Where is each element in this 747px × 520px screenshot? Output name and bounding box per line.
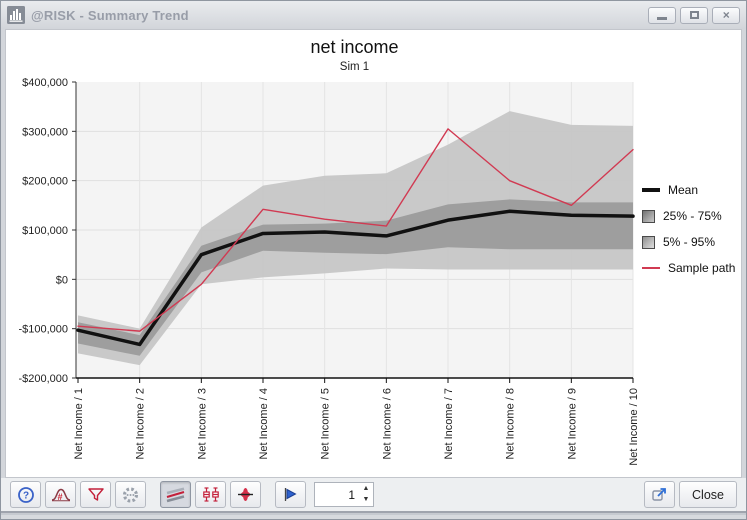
close-icon: × bbox=[722, 8, 730, 22]
svg-text:?: ? bbox=[22, 490, 28, 501]
window-bottom-edge bbox=[1, 511, 746, 519]
export-button[interactable] bbox=[644, 481, 675, 508]
minimize-icon bbox=[657, 17, 667, 20]
settings-icon bbox=[122, 486, 139, 503]
help-button[interactable]: ? bbox=[10, 481, 41, 508]
legend-label: 25% - 75% bbox=[663, 209, 722, 223]
svg-text:Net Income / 7: Net Income / 7 bbox=[443, 388, 455, 460]
legend-label: Sample path bbox=[668, 261, 736, 275]
spinner-down-button[interactable]: ▼ bbox=[359, 495, 373, 507]
band-5-95-swatch bbox=[642, 235, 655, 249]
distribution-fit-button[interactable]: # bbox=[45, 481, 76, 508]
svg-text:#: # bbox=[57, 492, 62, 502]
band-25-75-swatch bbox=[642, 209, 655, 223]
svg-text:Net Income / 3: Net Income / 3 bbox=[196, 388, 208, 460]
svg-text:Net Income / 8: Net Income / 8 bbox=[505, 388, 517, 460]
svg-text:Net Income / 10: Net Income / 10 bbox=[628, 388, 640, 466]
legend-item-5-95: 5% - 95% bbox=[642, 235, 742, 249]
distribution-band-icon bbox=[238, 488, 253, 501]
svg-text:Net Income / 9: Net Income / 9 bbox=[566, 388, 578, 460]
legend-item-mean: Mean bbox=[642, 183, 742, 197]
svg-text:$200,000: $200,000 bbox=[22, 176, 68, 188]
export-icon bbox=[651, 488, 666, 501]
svg-text:Net Income / 5: Net Income / 5 bbox=[320, 388, 332, 460]
svg-text:Net Income / 2: Net Income / 2 bbox=[135, 388, 147, 460]
distribution-band-graph-button[interactable] bbox=[230, 481, 261, 508]
svg-text:$100,000: $100,000 bbox=[22, 225, 68, 237]
settings-button[interactable] bbox=[115, 481, 146, 508]
titlebar[interactable]: @RISK - Summary Trend × bbox=[1, 1, 746, 29]
play-flag-icon bbox=[284, 488, 297, 501]
svg-text:$0: $0 bbox=[56, 274, 68, 286]
filter-icon bbox=[87, 488, 104, 501]
svg-text:Net Income / 6: Net Income / 6 bbox=[381, 388, 393, 460]
legend-label: 5% - 95% bbox=[663, 235, 716, 249]
summary-trend-icon bbox=[166, 487, 185, 502]
svg-text:Net Income / 1: Net Income / 1 bbox=[73, 388, 85, 460]
close-button[interactable]: Close bbox=[679, 481, 737, 508]
spinner-up-button[interactable]: ▲ bbox=[359, 483, 373, 495]
minimize-button[interactable] bbox=[648, 6, 676, 24]
maximize-icon bbox=[689, 11, 699, 19]
legend-item-sample-path: Sample path bbox=[642, 261, 742, 275]
legend: Mean 25% - 75% 5% - 95% Sample path bbox=[642, 183, 742, 275]
bar-chart-icon bbox=[7, 6, 25, 24]
summary-trend-chart: $400,000 $300,000 $200,000 $100,000 $0 -$100,… bbox=[18, 77, 640, 466]
distribution-fit-icon: # bbox=[51, 488, 70, 502]
sim-number-value: 1 bbox=[348, 488, 355, 502]
chart-subtitle: Sim 1 bbox=[339, 61, 370, 73]
svg-text:-$100,000: -$100,000 bbox=[18, 324, 68, 336]
play-simulation-button[interactable] bbox=[275, 481, 306, 508]
chart-panel: net income Sim 1 $400,000 $300,000 $200,00… bbox=[5, 29, 742, 478]
svg-text:-$200,000: -$200,000 bbox=[18, 373, 68, 385]
legend-item-25-75: 25% - 75% bbox=[642, 209, 742, 223]
summary-trend-graph-button[interactable] bbox=[160, 481, 191, 508]
legend-label: Mean bbox=[668, 183, 699, 197]
svg-text:$300,000: $300,000 bbox=[22, 126, 68, 138]
window-title: @RISK - Summary Trend bbox=[31, 7, 189, 23]
svg-text:$400,000: $400,000 bbox=[22, 77, 68, 89]
svg-text:Net Income / 4: Net Income / 4 bbox=[258, 388, 270, 460]
box-plot-icon bbox=[202, 487, 219, 502]
box-plot-graph-button[interactable] bbox=[195, 481, 226, 508]
maximize-button[interactable] bbox=[680, 6, 708, 24]
help-icon: ? bbox=[17, 486, 34, 503]
filter-button[interactable] bbox=[80, 481, 111, 508]
bottom-toolbar: ? # bbox=[1, 478, 746, 511]
sample-path-swatch bbox=[642, 267, 660, 269]
chart-title: net income bbox=[310, 37, 399, 57]
close-window-button[interactable]: × bbox=[712, 6, 740, 24]
sim-number-spinner[interactable]: 1 ▲ ▼ bbox=[314, 482, 374, 507]
mean-line-swatch bbox=[642, 188, 660, 192]
